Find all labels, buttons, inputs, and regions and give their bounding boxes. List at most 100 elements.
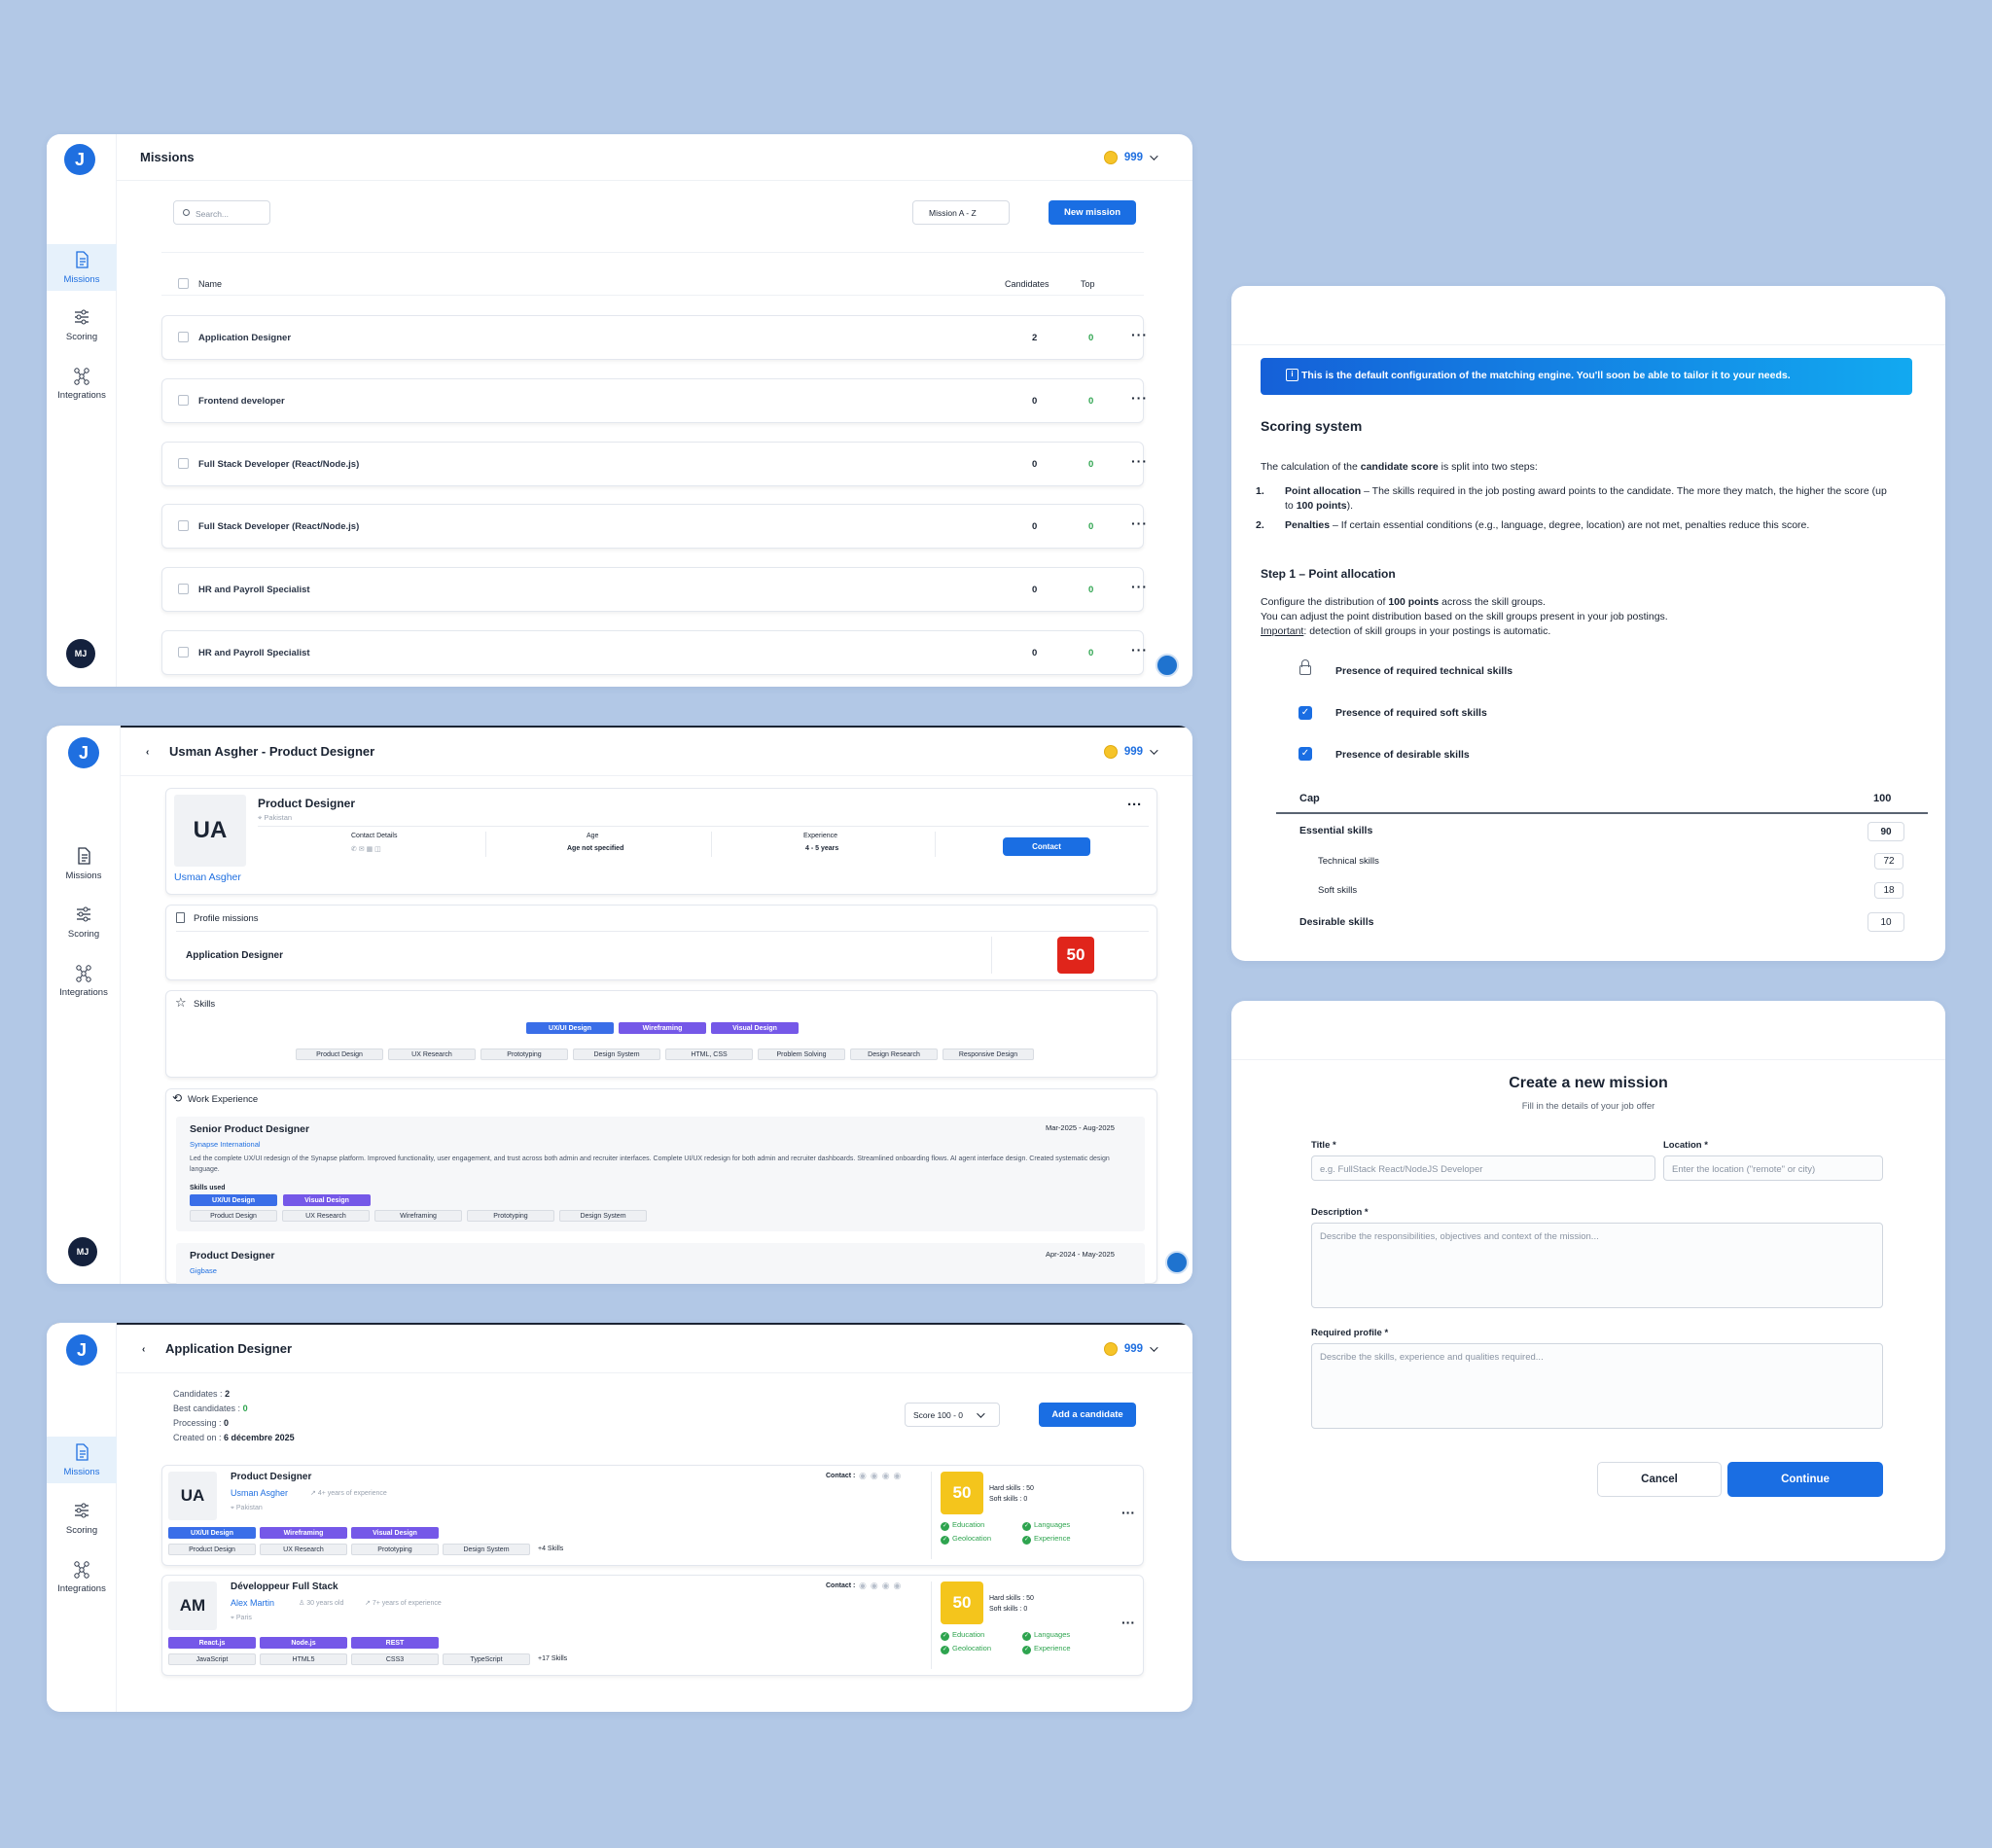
row-checkbox[interactable]: [178, 584, 189, 594]
avatar-initials: UA: [168, 1472, 217, 1520]
mission-name[interactable]: Application Designer: [186, 950, 284, 961]
more-icon[interactable]: ···: [1131, 515, 1148, 531]
nav-integrations[interactable]: Integrations: [47, 360, 117, 407]
profile-role: Product Designer: [258, 797, 356, 810]
skill-tag: Visual Design: [711, 1022, 799, 1034]
chat-icon[interactable]: [1165, 1251, 1189, 1274]
essential-value[interactable]: 90: [1868, 822, 1904, 841]
more-icon[interactable]: ···: [1131, 453, 1148, 469]
contact-label: Contact :: [826, 1582, 856, 1589]
nav-scoring[interactable]: Scoring: [47, 302, 117, 348]
back-arrow-icon[interactable]: ‹: [146, 747, 150, 758]
age-label: Age: [587, 833, 599, 839]
option-technical: Presence of required technical skills: [1335, 665, 1513, 677]
nav-integrations[interactable]: Integrations: [47, 957, 121, 1004]
table-row[interactable]: Frontend developer 0 0 ···: [161, 378, 1147, 423]
search-icon: [183, 209, 190, 216]
job-company[interactable]: Gigbase: [190, 1266, 217, 1275]
search-input[interactable]: Search...: [173, 200, 270, 225]
contact-icons[interactable]: ◉◉◉◉: [859, 1581, 906, 1590]
criteria-geolocation: Geolocation: [941, 1644, 991, 1654]
mission-stats: Candidates : 2 Best candidates : 0 Proce…: [173, 1389, 295, 1442]
soft-skills-checkbox[interactable]: ✓: [1298, 706, 1312, 720]
avatar-initials: UA: [174, 795, 246, 867]
nav-missions[interactable]: Missions: [47, 1437, 117, 1483]
candidate-card[interactable]: AM Développeur Full Stack Alex Martin ♙ …: [161, 1575, 1144, 1676]
profile-missions: Profile missions Application Designer 50: [165, 905, 1157, 980]
skill-chip: Prototyping: [480, 1048, 568, 1060]
job-dates: Apr-2024 - May-2025: [1046, 1250, 1115, 1259]
contact-icons[interactable]: ✆ ✉ ▦ ◫: [351, 846, 381, 853]
chevron-down-icon: [977, 1409, 985, 1418]
cap-value: 100: [1873, 793, 1892, 804]
nav-integrations[interactable]: Integrations: [47, 1553, 117, 1600]
modal-subtitle: Fill in the details of your job offer: [1521, 1101, 1655, 1112]
profile-textarea[interactable]: Describe the skills, experience and qual…: [1311, 1343, 1883, 1429]
candidate-name[interactable]: Alex Martin: [231, 1598, 275, 1608]
score-sort-select[interactable]: Score 100 - 0: [905, 1403, 1000, 1427]
candidate-name[interactable]: Usman Asgher: [231, 1488, 289, 1498]
app-logo[interactable]: J: [68, 737, 99, 768]
sliders-icon: [75, 1503, 89, 1518]
skill-chip: Prototyping: [351, 1544, 439, 1555]
soft-value[interactable]: 18: [1874, 882, 1903, 899]
description-textarea[interactable]: Describe the responsibilities, objective…: [1311, 1223, 1883, 1308]
desirable-skills-checkbox[interactable]: ✓: [1298, 747, 1312, 761]
row-checkbox[interactable]: [178, 395, 189, 406]
new-mission-button[interactable]: New mission: [1049, 200, 1136, 225]
desirable-value[interactable]: 10: [1868, 912, 1904, 932]
nav-scoring[interactable]: Scoring: [47, 899, 121, 945]
contact-icons[interactable]: ◉◉◉◉: [859, 1471, 906, 1480]
more-skills[interactable]: +17 Skills: [538, 1655, 568, 1662]
profile-name[interactable]: Usman Asgher: [174, 871, 241, 883]
credits-menu[interactable]: 999: [1103, 151, 1158, 164]
cancel-button[interactable]: Cancel: [1597, 1462, 1722, 1497]
app-logo[interactable]: J: [66, 1334, 97, 1366]
table-row[interactable]: Full Stack Developer (React/Node.js) 0 0 ··…: [161, 504, 1147, 549]
experience-meta: ↗ 7+ years of experience: [365, 1600, 442, 1607]
continue-button[interactable]: Continue: [1727, 1462, 1883, 1497]
contact-button[interactable]: Contact: [1003, 837, 1090, 856]
nav-scoring[interactable]: Scoring: [47, 1495, 117, 1542]
age-meta: ♙ 30 years old: [299, 1600, 344, 1607]
row-checkbox[interactable]: [178, 647, 189, 657]
sort-select[interactable]: Mission A - Z: [912, 200, 1010, 225]
back-arrow-icon[interactable]: ‹: [142, 1344, 146, 1355]
more-icon[interactable]: ···: [1131, 327, 1148, 342]
table-row[interactable]: HR and Payroll Specialist 0 0 ···: [161, 630, 1147, 675]
nav-missions[interactable]: Missions: [47, 840, 121, 887]
page-title: Missions: [117, 134, 1192, 181]
more-icon[interactable]: ···: [1131, 579, 1148, 594]
app-logo[interactable]: J: [64, 144, 95, 175]
divider: [161, 252, 1144, 253]
table-row[interactable]: Full Stack Developer (React/Node.js) 0 0 ··…: [161, 442, 1147, 486]
more-icon[interactable]: ···: [1131, 390, 1148, 406]
add-candidate-button[interactable]: Add a candidate: [1039, 1403, 1136, 1427]
table-row[interactable]: Application Designer 2 0 ···: [161, 315, 1147, 360]
row-checkbox[interactable]: [178, 332, 189, 342]
select-all-checkbox[interactable]: [178, 278, 189, 289]
nav-missions[interactable]: Missions: [47, 244, 117, 291]
job-company[interactable]: Synapse International: [190, 1140, 261, 1149]
credits-menu[interactable]: 999: [1103, 745, 1158, 759]
location-input[interactable]: Enter the location ("remote" or city): [1663, 1155, 1883, 1181]
network-icon: [74, 1561, 89, 1579]
more-icon[interactable]: ···: [1121, 1505, 1135, 1520]
technical-value[interactable]: 72: [1874, 853, 1903, 870]
user-avatar[interactable]: MJ: [66, 639, 95, 668]
more-icon[interactable]: ···: [1121, 1615, 1135, 1630]
more-icon[interactable]: ···: [1131, 642, 1148, 657]
title-input[interactable]: e.g. FullStack React/NodeJS Developer: [1311, 1155, 1655, 1181]
skill-chip: Problem Solving: [758, 1048, 845, 1060]
user-avatar[interactable]: MJ: [68, 1237, 97, 1266]
skill-tag: Visual Design: [351, 1527, 439, 1539]
row-checkbox[interactable]: [178, 458, 189, 469]
table-row[interactable]: HR and Payroll Specialist 0 0 ···: [161, 567, 1147, 612]
chat-icon[interactable]: [1156, 654, 1179, 677]
credits-menu[interactable]: 999: [1103, 1342, 1158, 1356]
option-desirable: Presence of desirable skills: [1335, 749, 1470, 761]
more-icon[interactable]: ···: [1127, 797, 1142, 813]
more-skills[interactable]: +4 Skills: [538, 1546, 564, 1552]
row-checkbox[interactable]: [178, 520, 189, 531]
candidate-card[interactable]: UA Product Designer Usman Asgher ↗ 4+ ye…: [161, 1465, 1144, 1566]
